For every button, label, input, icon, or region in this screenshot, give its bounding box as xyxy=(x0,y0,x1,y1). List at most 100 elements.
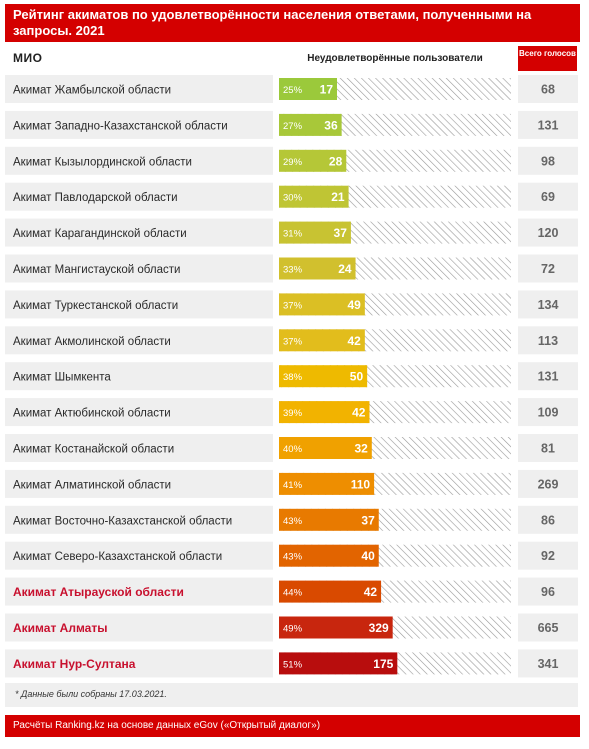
total-cell-background xyxy=(518,326,578,355)
category-label: Акимат Туркестанской области xyxy=(13,300,178,312)
total-cell-background xyxy=(518,362,578,391)
total-cell-background xyxy=(518,541,578,570)
category-label: Акимат Мангистауской области xyxy=(13,264,180,276)
total-votes-label: 341 xyxy=(538,657,559,671)
percent-label: 37% xyxy=(283,300,303,311)
total-cell-background xyxy=(518,182,578,211)
bar xyxy=(279,616,393,639)
bar xyxy=(279,329,365,352)
row-label-background xyxy=(5,362,273,391)
row-label-background xyxy=(5,146,273,175)
bar xyxy=(279,185,349,208)
total-cell-background xyxy=(518,218,578,247)
bar xyxy=(279,113,342,136)
table-row: Акимат Павлодарской области 30% 21 69 xyxy=(5,182,578,211)
table-row: Акимат Шымкента 38% 50 131 xyxy=(5,362,578,391)
total-cell-background xyxy=(518,469,578,498)
bar xyxy=(279,472,375,495)
unsatisfied-count-label: 42 xyxy=(347,334,361,348)
unsatisfied-count-label: 36 xyxy=(324,118,338,132)
table-row: Акимат Карагандинской области 31% 37 120 xyxy=(5,218,578,247)
total-cell-background xyxy=(518,254,578,283)
percent-label: 51% xyxy=(283,659,303,670)
total-cell-background xyxy=(518,434,578,462)
bar xyxy=(279,508,379,531)
total-votes-label: 109 xyxy=(538,406,559,420)
source-footer: Расчёты Ranking.kz на основе данных eGov… xyxy=(5,715,580,737)
row-label-background xyxy=(5,110,273,139)
total-votes-label: 131 xyxy=(538,118,559,132)
total-cell-background xyxy=(518,110,578,139)
table-row: Акимат Акмолинской области 37% 42 113 xyxy=(5,326,578,355)
unsatisfied-count-label: 28 xyxy=(329,154,343,168)
unsatisfied-count-label: 329 xyxy=(369,621,389,635)
percent-label: 25% xyxy=(283,85,303,96)
category-label: Акимат Северо-Казахстанской области xyxy=(13,551,222,563)
total-votes-label: 98 xyxy=(541,154,555,168)
unsatisfied-count-label: 110 xyxy=(351,477,371,491)
row-label-background xyxy=(5,290,273,319)
category-label: Акимат Алматы xyxy=(13,621,107,635)
unsatisfied-count-label: 40 xyxy=(361,549,375,563)
percent-label: 33% xyxy=(283,265,303,276)
row-label-background xyxy=(5,505,273,534)
table-row: Акимат Нур-Султана 51% 175 341 xyxy=(5,649,578,678)
table-row: Акимат Актюбинской области 39% 42 109 xyxy=(5,398,578,427)
percent-label: 30% xyxy=(283,193,303,204)
table-row: Акимат Алматинской области 41% 110 269 xyxy=(5,469,578,498)
percent-label: 27% xyxy=(283,121,303,132)
total-cell-background xyxy=(518,577,578,606)
bar xyxy=(279,437,372,459)
total-votes-label: 96 xyxy=(541,585,555,599)
category-label: Акимат Алматинской области xyxy=(13,479,171,491)
row-label-background xyxy=(5,649,273,678)
column-header-mio: МИО xyxy=(13,51,43,65)
bar xyxy=(279,652,398,675)
bar xyxy=(279,401,370,424)
category-label: Акимат Нур-Султана xyxy=(13,657,136,671)
table-row: Акимат Туркестанской области 37% 49 134 xyxy=(5,290,578,319)
total-cell-background xyxy=(518,75,578,103)
unsatisfied-count-label: 50 xyxy=(350,370,364,384)
column-header-unsatisfied: Неудовлетворённые пользователи xyxy=(307,53,483,64)
table-row: Акимат Западно-Казахстанской области 27% 3… xyxy=(5,110,578,139)
total-votes-label: 72 xyxy=(541,262,555,276)
category-label: Акимат Карагандинской области xyxy=(13,228,187,240)
category-label: Акимат Акмолинской области xyxy=(13,336,171,348)
percent-label: 40% xyxy=(283,444,303,455)
bar xyxy=(279,149,347,172)
table-row: Акимат Костанайской области 40% 32 81 xyxy=(5,434,578,462)
column-header-total-votes: Всего голосов xyxy=(518,46,577,71)
category-label: Акимат Павлодарской области xyxy=(13,192,178,204)
table-row: Акимат Мангистауской области 33% 24 72 xyxy=(5,254,578,283)
table-row: Акимат Жамбылской области 25% 17 68 xyxy=(5,75,578,103)
unsatisfied-count-label: 32 xyxy=(354,442,368,456)
unsatisfied-count-label: 24 xyxy=(338,262,352,276)
percent-label: 38% xyxy=(283,372,303,383)
bar xyxy=(279,580,382,603)
category-label: Акимат Восточно-Казахстанской области xyxy=(13,515,232,527)
row-label-background xyxy=(5,577,273,606)
row-label-background xyxy=(5,218,273,247)
table-row: Акимат Северо-Казахстанской области 43% 40… xyxy=(5,541,578,570)
total-votes-label: 134 xyxy=(538,298,559,312)
row-label-background xyxy=(5,469,273,498)
total-votes-label: 69 xyxy=(541,190,555,204)
row-label-background xyxy=(5,398,273,427)
table-row: Акимат Восточно-Казахстанской области 43%… xyxy=(5,505,578,534)
percent-label: 44% xyxy=(283,588,303,599)
category-label: Акимат Атырауской области xyxy=(13,585,184,599)
category-label: Акимат Кызылординской области xyxy=(13,156,192,168)
unsatisfied-count-label: 42 xyxy=(352,406,366,420)
total-votes-label: 131 xyxy=(538,370,559,384)
total-votes-label: 68 xyxy=(541,83,555,97)
table-row: Акимат Алматы 49% 329 665 xyxy=(5,613,578,642)
unsatisfied-count-label: 175 xyxy=(373,657,393,671)
total-cell-background xyxy=(518,613,578,642)
row-label-background xyxy=(5,182,273,211)
row-label-background xyxy=(5,75,273,103)
category-label: Акимат Актюбинской области xyxy=(13,408,171,420)
unsatisfied-count-label: 17 xyxy=(320,83,334,97)
total-votes-label: 269 xyxy=(538,477,559,491)
table-row: Акимат Атырауской области 44% 42 96 xyxy=(5,577,578,606)
